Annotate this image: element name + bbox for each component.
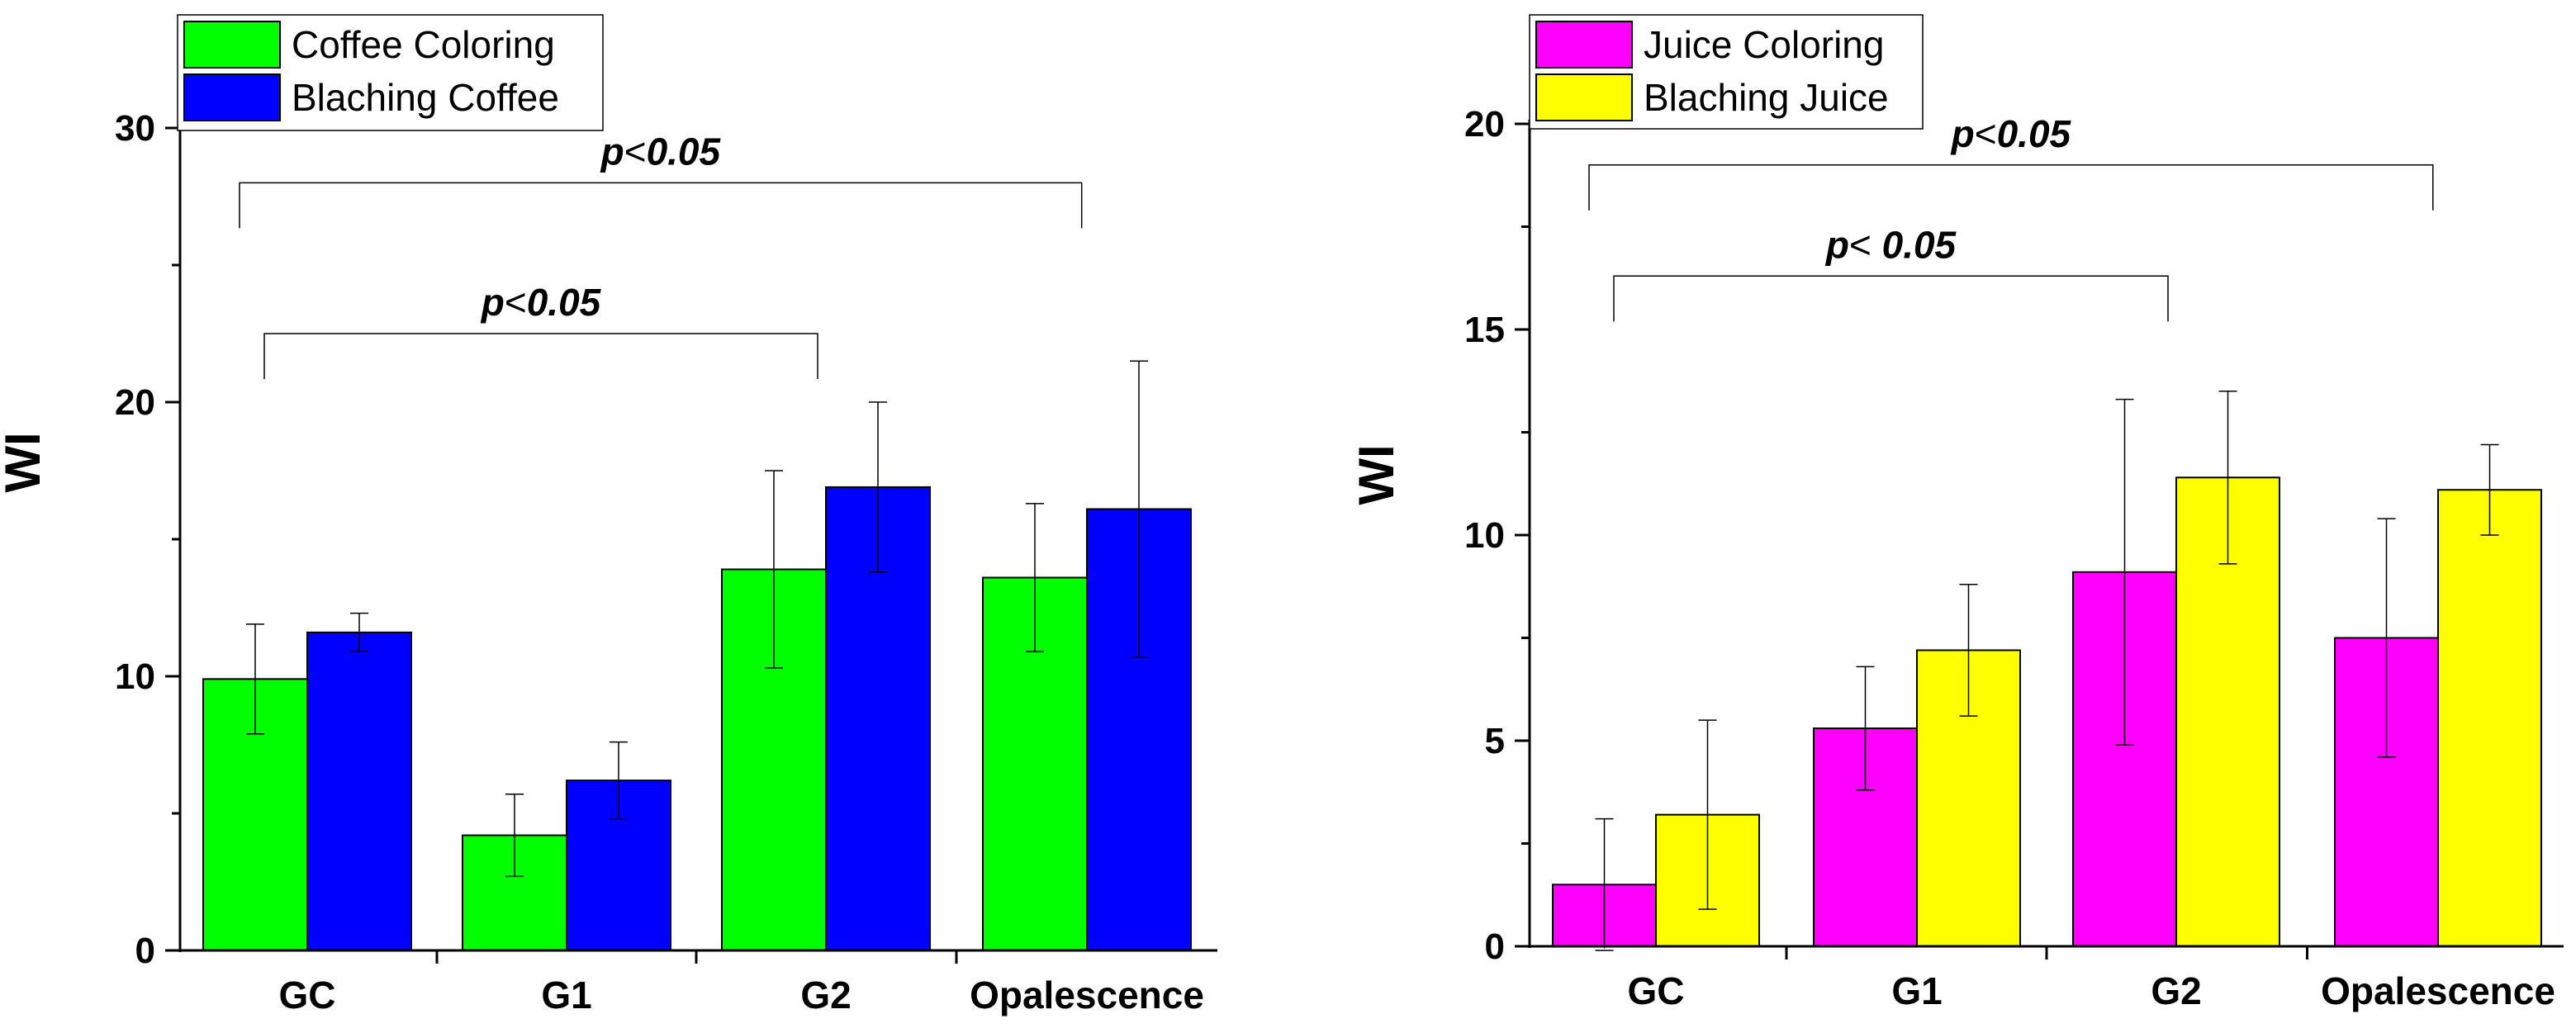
y-axis-label: WI <box>0 432 50 492</box>
significance-operator: < <box>624 130 647 173</box>
x-category-label: GC <box>279 974 336 1016</box>
significance-label: p<0.05 <box>600 130 722 173</box>
error-bar <box>2377 518 2396 758</box>
error-bar <box>1856 666 1875 791</box>
x-category-label: Opalescence <box>2321 969 2555 1012</box>
significance-bracket-line <box>1613 275 2169 322</box>
bar-blaching-coffee-gc <box>306 631 412 951</box>
y-tick-label: 10 <box>1464 515 1505 556</box>
significance-p: p <box>600 130 624 173</box>
significance-value: 0.05 <box>1882 223 1957 266</box>
y-tick-label: 5 <box>1485 721 1505 761</box>
legend-swatch <box>1535 21 1633 69</box>
legend-label: Blaching Coffee <box>292 76 559 119</box>
error-bar <box>869 401 887 573</box>
significance-operator: < <box>1849 223 1882 266</box>
significance-operator: < <box>1975 112 1997 155</box>
y-tick-label: 15 <box>1464 310 1505 350</box>
error-bar <box>1595 817 1614 951</box>
legend-swatch <box>183 73 281 121</box>
error-bar <box>1959 584 1978 717</box>
error-bar <box>2115 398 2134 746</box>
y-tick-label: 30 <box>115 108 155 149</box>
significance-value: 0.05 <box>527 281 602 324</box>
legend-swatch <box>183 21 281 69</box>
error-bar <box>2218 390 2237 565</box>
significance-label: p< 0.05 <box>1824 223 1957 266</box>
significance-bracket: p<0.05 <box>239 130 1083 229</box>
significance-p: p <box>1824 223 1849 266</box>
significance-bracket: p< 0.05 <box>1613 223 2169 322</box>
significance-p: p <box>1950 112 1975 155</box>
significance-label: p<0.05 <box>480 281 602 324</box>
significance-operator: < <box>505 281 527 324</box>
x-category-label: GC <box>1628 969 1685 1012</box>
significance-bracket: p<0.05 <box>263 281 818 379</box>
error-bar <box>246 623 264 735</box>
legend-label: Coffee Coloring <box>292 23 555 66</box>
legend-label: Juice Coloring <box>1644 23 1884 66</box>
significance-bracket-line <box>263 333 818 379</box>
legend: Juice Coloring Blaching Juice <box>1529 14 1924 130</box>
significance-label: p<0.05 <box>1950 112 2072 155</box>
significance-bracket-line <box>239 182 1083 229</box>
x-category-label: G2 <box>800 974 851 1016</box>
y-tick-label: 0 <box>1485 926 1505 967</box>
legend-label: Blaching Juice <box>1644 76 1889 119</box>
x-category-label: G2 <box>2151 969 2201 1012</box>
error-bar <box>505 794 524 878</box>
legend: Coffee Coloring Blaching Coffee <box>177 14 604 131</box>
y-axis-label: WI <box>1349 444 1404 505</box>
error-bar <box>1026 503 1044 652</box>
error-bar <box>2480 443 2499 536</box>
significance-value: 0.05 <box>1997 112 2072 155</box>
legend-swatch <box>1535 73 1633 121</box>
significance-value: 0.05 <box>647 130 722 173</box>
y-tick-label: 10 <box>115 656 155 697</box>
x-category-label: Opalescence <box>970 974 1204 1016</box>
significance-bracket: p<0.05 <box>1588 112 2434 211</box>
significance-bracket-line <box>1588 164 2434 211</box>
error-bar <box>350 612 368 652</box>
y-tick-label: 20 <box>115 382 155 423</box>
bar-blaching-juice-opalescence <box>2437 489 2542 947</box>
x-category-label: G1 <box>1891 969 1942 1012</box>
x-category-label: G1 <box>541 974 591 1016</box>
y-tick-label: 20 <box>1464 104 1505 145</box>
error-bar <box>765 470 783 669</box>
significance-p: p <box>480 281 505 324</box>
y-tick-label: 0 <box>135 931 155 971</box>
error-bar <box>610 741 628 820</box>
error-bar <box>1698 719 1717 910</box>
error-bar <box>1130 360 1148 658</box>
